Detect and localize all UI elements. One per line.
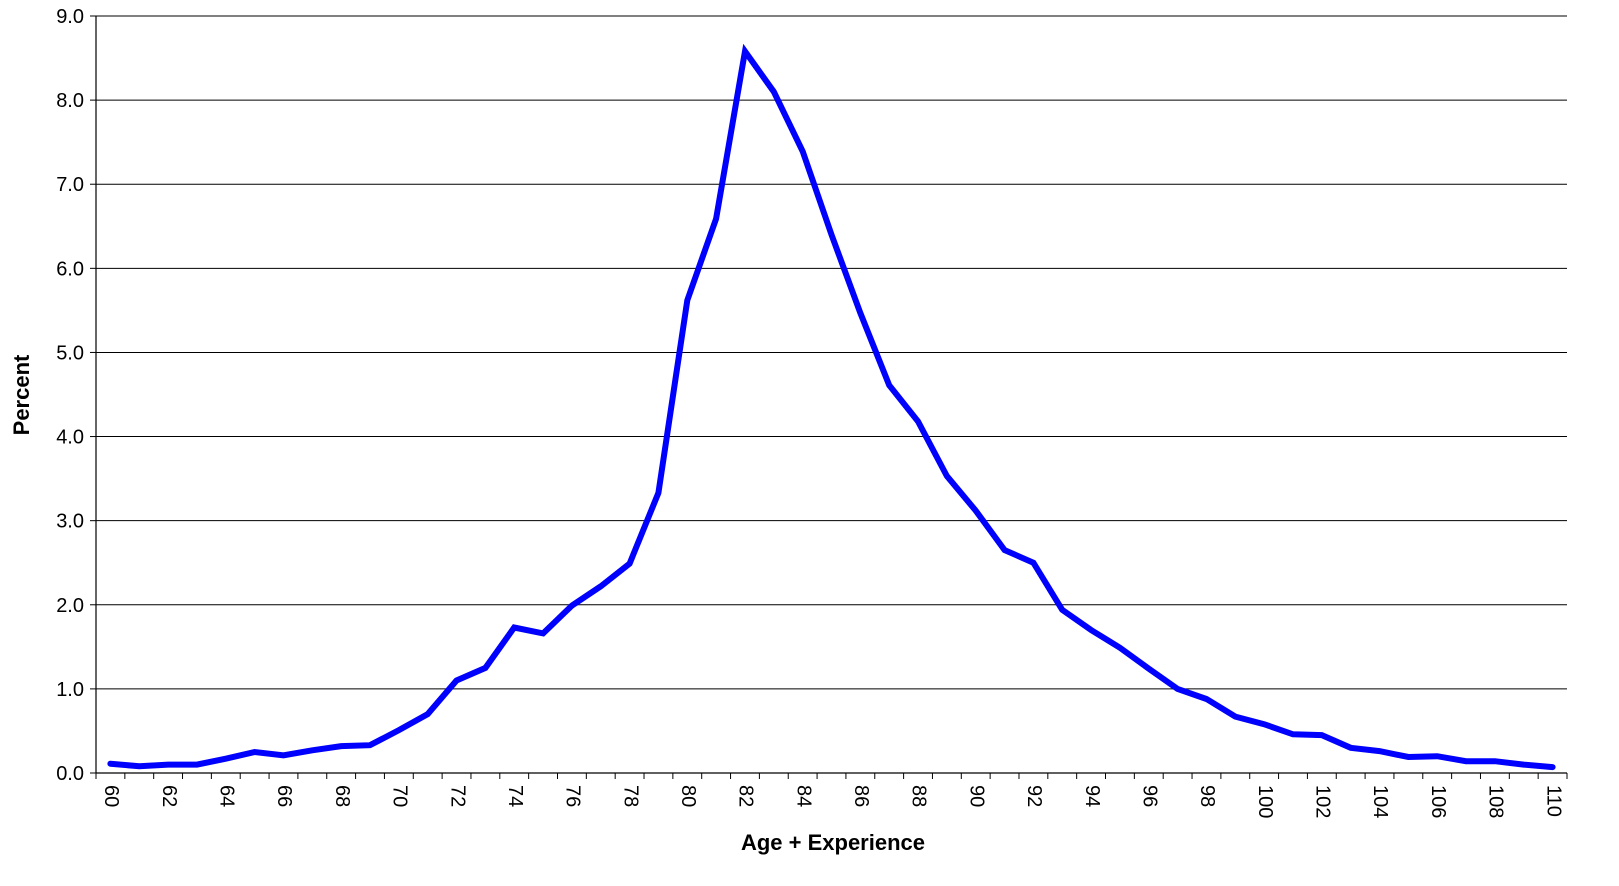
x-tick-label: 72 <box>446 785 468 807</box>
x-tick-label: 60 <box>100 785 122 807</box>
x-tick-label: 66 <box>273 785 295 807</box>
y-tick-labels: 0.0 1.0 2.0 3.0 4.0 5.0 6.0 7.0 8.0 9.0 <box>56 6 84 785</box>
x-tick-label: 108 <box>1485 785 1507 818</box>
y-tick-label: 0.0 <box>56 763 84 785</box>
x-tick-label: 74 <box>504 785 526 807</box>
x-tick-label: 106 <box>1427 785 1449 818</box>
x-axis-title: Age + Experience <box>741 830 925 855</box>
x-tick-label: 100 <box>1254 785 1276 818</box>
x-tick-label: 90 <box>965 785 987 807</box>
gridlines <box>96 15 1567 690</box>
y-tick-label: 6.0 <box>56 258 84 280</box>
y-tick-label: 8.0 <box>56 90 84 112</box>
y-tick-label: 5.0 <box>56 342 84 364</box>
x-tick-label: 62 <box>158 785 180 807</box>
x-tick-label: 86 <box>850 785 872 807</box>
x-tick-label: 82 <box>735 785 757 807</box>
y-tick-label: 2.0 <box>56 595 84 617</box>
y-tick-label: 4.0 <box>56 427 84 449</box>
x-tick-label: 64 <box>216 785 238 807</box>
series <box>107 43 1556 771</box>
x-tick-label: 70 <box>389 785 411 807</box>
x-tick-label: 104 <box>1369 785 1391 818</box>
x-tick-label: 98 <box>1196 785 1218 807</box>
y-tick-label: 3.0 <box>56 511 84 533</box>
x-tick-label: 102 <box>1312 785 1334 818</box>
x-tick-label: 68 <box>331 785 353 807</box>
axes <box>90 15 1568 779</box>
y-tick-label: 7.0 <box>56 174 84 196</box>
x-tick-label: 88 <box>908 785 930 807</box>
series-line <box>107 43 1556 771</box>
x-tick-label: 76 <box>562 785 584 807</box>
x-tick-label: 78 <box>619 785 641 807</box>
y-tick-label: 9.0 <box>56 6 84 28</box>
x-tick-labels: 60 62 64 66 68 70 72 74 76 78 80 82 84 86 88 90 92 94 96 98… <box>100 785 1564 818</box>
y-tick-label: 1.0 <box>56 679 84 701</box>
x-tick-label: 80 <box>677 785 699 807</box>
x-tick-label: 96 <box>1138 785 1160 807</box>
x-tick-label: 94 <box>1081 785 1103 807</box>
x-tick-label: 110 <box>1542 785 1564 817</box>
x-tick-label: 84 <box>792 785 814 807</box>
y-axis-title: Percent <box>9 354 34 435</box>
x-tick-label: 92 <box>1023 785 1045 807</box>
